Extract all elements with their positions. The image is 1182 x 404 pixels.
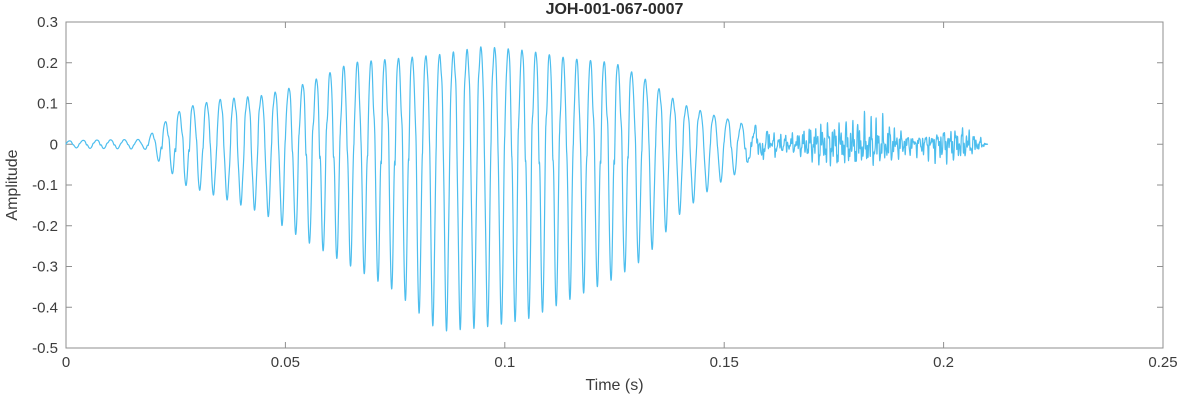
y-tick-label: 0.3 bbox=[37, 14, 58, 31]
y-tick-label: -0.4 bbox=[32, 299, 58, 316]
y-tick-label: 0 bbox=[50, 136, 58, 153]
axes-box bbox=[65, 21, 1164, 349]
y-tick-label: -0.2 bbox=[32, 218, 58, 235]
chart-title: JOH-001-067-0007 bbox=[545, 1, 684, 18]
x-tick-label: 0.05 bbox=[271, 354, 300, 371]
y-tick-label: 0.1 bbox=[37, 96, 58, 113]
x-tick-label: 0.15 bbox=[710, 354, 739, 371]
waveform-line bbox=[65, 46, 989, 332]
x-axis-label: Time (s) bbox=[585, 377, 644, 394]
x-tick-label: 0.25 bbox=[1148, 354, 1177, 371]
x-tick-label: 0.2 bbox=[933, 354, 954, 371]
y-tick-label: -0.5 bbox=[32, 340, 58, 357]
y-tick-label: -0.3 bbox=[32, 259, 58, 276]
y-tick-label: 0.2 bbox=[37, 55, 58, 72]
x-tick-label: 0.1 bbox=[494, 354, 515, 371]
x-tick-label: 0 bbox=[62, 354, 70, 371]
y-tick-label: -0.1 bbox=[32, 177, 58, 194]
